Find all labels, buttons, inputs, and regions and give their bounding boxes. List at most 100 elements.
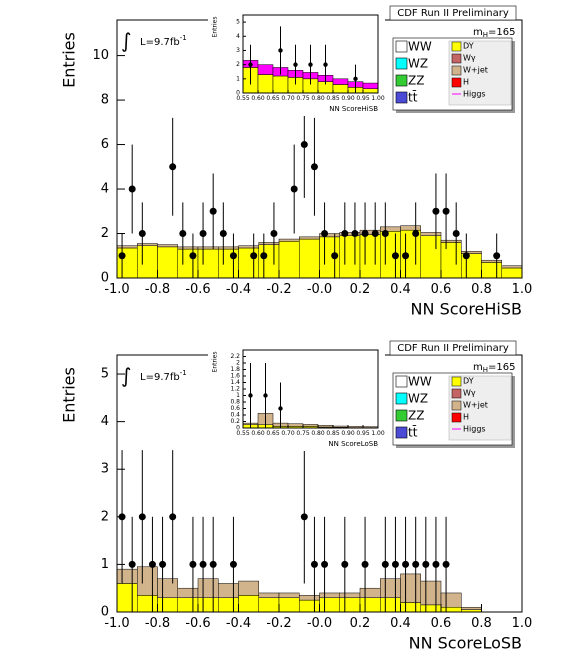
legend-swatch xyxy=(395,375,408,388)
histogram-bar xyxy=(116,568,138,584)
histogram-bar xyxy=(238,580,259,596)
data-point xyxy=(209,207,217,215)
histogram-bar xyxy=(299,236,320,240)
legend-label: W+jet xyxy=(463,66,488,75)
y-tick-label: 5 xyxy=(101,367,109,382)
histogram-bar xyxy=(461,251,482,254)
x-tick-label: 0.4 xyxy=(390,616,411,631)
histogram-bar xyxy=(317,425,334,428)
y-tick-label: 1.4 xyxy=(230,379,240,386)
mass-label-part: m xyxy=(473,362,483,373)
histogram-bar xyxy=(380,226,401,232)
data-point xyxy=(308,62,313,67)
histogram-bar xyxy=(481,262,502,279)
legend-label: DY xyxy=(463,377,474,386)
y-tick-label: 2 xyxy=(236,61,240,68)
x-tick-label: 1.0 xyxy=(512,616,533,631)
histogram-bar xyxy=(440,239,462,243)
x-tick-label: -0.0 xyxy=(307,616,332,631)
histogram-bar xyxy=(116,247,138,279)
x-axis-label: NN ScoreLoSB xyxy=(328,440,378,448)
legend-label: WW xyxy=(408,375,432,389)
legend-swatch xyxy=(395,74,408,87)
x-axis-label: NN ScoreHiSB xyxy=(411,300,522,319)
x-tick-label: -0.2 xyxy=(266,616,291,631)
data-point xyxy=(189,252,197,260)
histogram-bar xyxy=(362,88,379,94)
legend-swatch xyxy=(395,91,408,104)
data-point xyxy=(159,560,167,568)
x-tick-label: 0.8 xyxy=(471,616,492,631)
data-point xyxy=(278,48,283,53)
data-point xyxy=(260,252,268,260)
title-box xyxy=(389,5,517,21)
histogram-bar xyxy=(238,595,259,613)
legend-swatch xyxy=(451,388,462,399)
histogram-bar xyxy=(278,238,300,242)
legend-swatch xyxy=(395,40,408,53)
x-tick-label: 0.80 xyxy=(311,430,325,437)
data-point xyxy=(452,230,460,238)
histogram-bar xyxy=(137,595,158,613)
x-tick-label: 0.60 xyxy=(251,430,265,437)
x-tick-label: -0.4 xyxy=(226,616,251,631)
x-tick-label: 0.70 xyxy=(281,430,295,437)
legend-swatch xyxy=(451,53,462,64)
data-point xyxy=(263,393,268,398)
x-tick-label: -0.8 xyxy=(145,282,170,297)
y-tick-label: 2.2 xyxy=(230,353,240,360)
data-point xyxy=(300,141,308,149)
data-point xyxy=(290,185,298,193)
x-tick-label: 0.85 xyxy=(326,95,340,102)
histogram-bar xyxy=(157,244,178,248)
data-point xyxy=(138,513,146,521)
histogram-bar xyxy=(420,232,442,236)
legend-label: H xyxy=(463,413,469,422)
data-point xyxy=(432,207,440,215)
lumi-label: L=9.7fb-1 xyxy=(140,34,187,48)
mass-label: mH=165 xyxy=(473,362,515,374)
data-point xyxy=(412,230,420,238)
data-point xyxy=(331,252,339,260)
histogram-bar xyxy=(299,595,320,601)
x-tick-label: -1.0 xyxy=(104,282,129,297)
plot-frame xyxy=(242,14,379,94)
y-tick-label: 2 xyxy=(236,360,240,367)
histogram-bar xyxy=(157,597,178,613)
legend-label: Higgs xyxy=(463,425,486,434)
histogram-bar xyxy=(339,597,361,613)
histogram-bar xyxy=(177,587,199,598)
legend-swatch xyxy=(451,376,462,387)
data-point xyxy=(293,62,298,67)
data-point xyxy=(189,560,197,568)
data-point xyxy=(229,560,237,568)
y-tick-label: 4 xyxy=(101,414,109,429)
data-point xyxy=(442,207,450,215)
x-tick-label: 0.4 xyxy=(390,282,411,297)
integral-sign: ∫ xyxy=(121,364,131,388)
lumi-text: L=9.7fb xyxy=(140,372,180,383)
x-tick-label: 0.65 xyxy=(266,95,280,102)
legend-label: H xyxy=(463,78,469,87)
y-tick-label: 5 xyxy=(236,19,240,26)
x-axis-label: NN ScoreHiSB xyxy=(329,105,378,113)
data-point xyxy=(321,560,329,568)
x-tick-label: 0.6 xyxy=(431,616,452,631)
legend-label: tt̄ xyxy=(408,425,418,439)
histogram-bar xyxy=(319,592,340,598)
y-tick-label: 0 xyxy=(101,605,109,620)
y-tick-label: 3 xyxy=(236,47,240,54)
data-point xyxy=(250,252,258,260)
data-point xyxy=(323,62,328,67)
y-tick-label: 1 xyxy=(236,392,240,399)
y-tick-label: 1 xyxy=(236,75,240,82)
data-point xyxy=(361,230,369,238)
histogram-bar xyxy=(347,426,364,428)
histogram-bar xyxy=(400,602,421,613)
legend-swatch xyxy=(395,426,408,439)
histogram-bar xyxy=(157,246,178,279)
data-point xyxy=(148,560,156,568)
histogram-bar xyxy=(238,245,259,249)
